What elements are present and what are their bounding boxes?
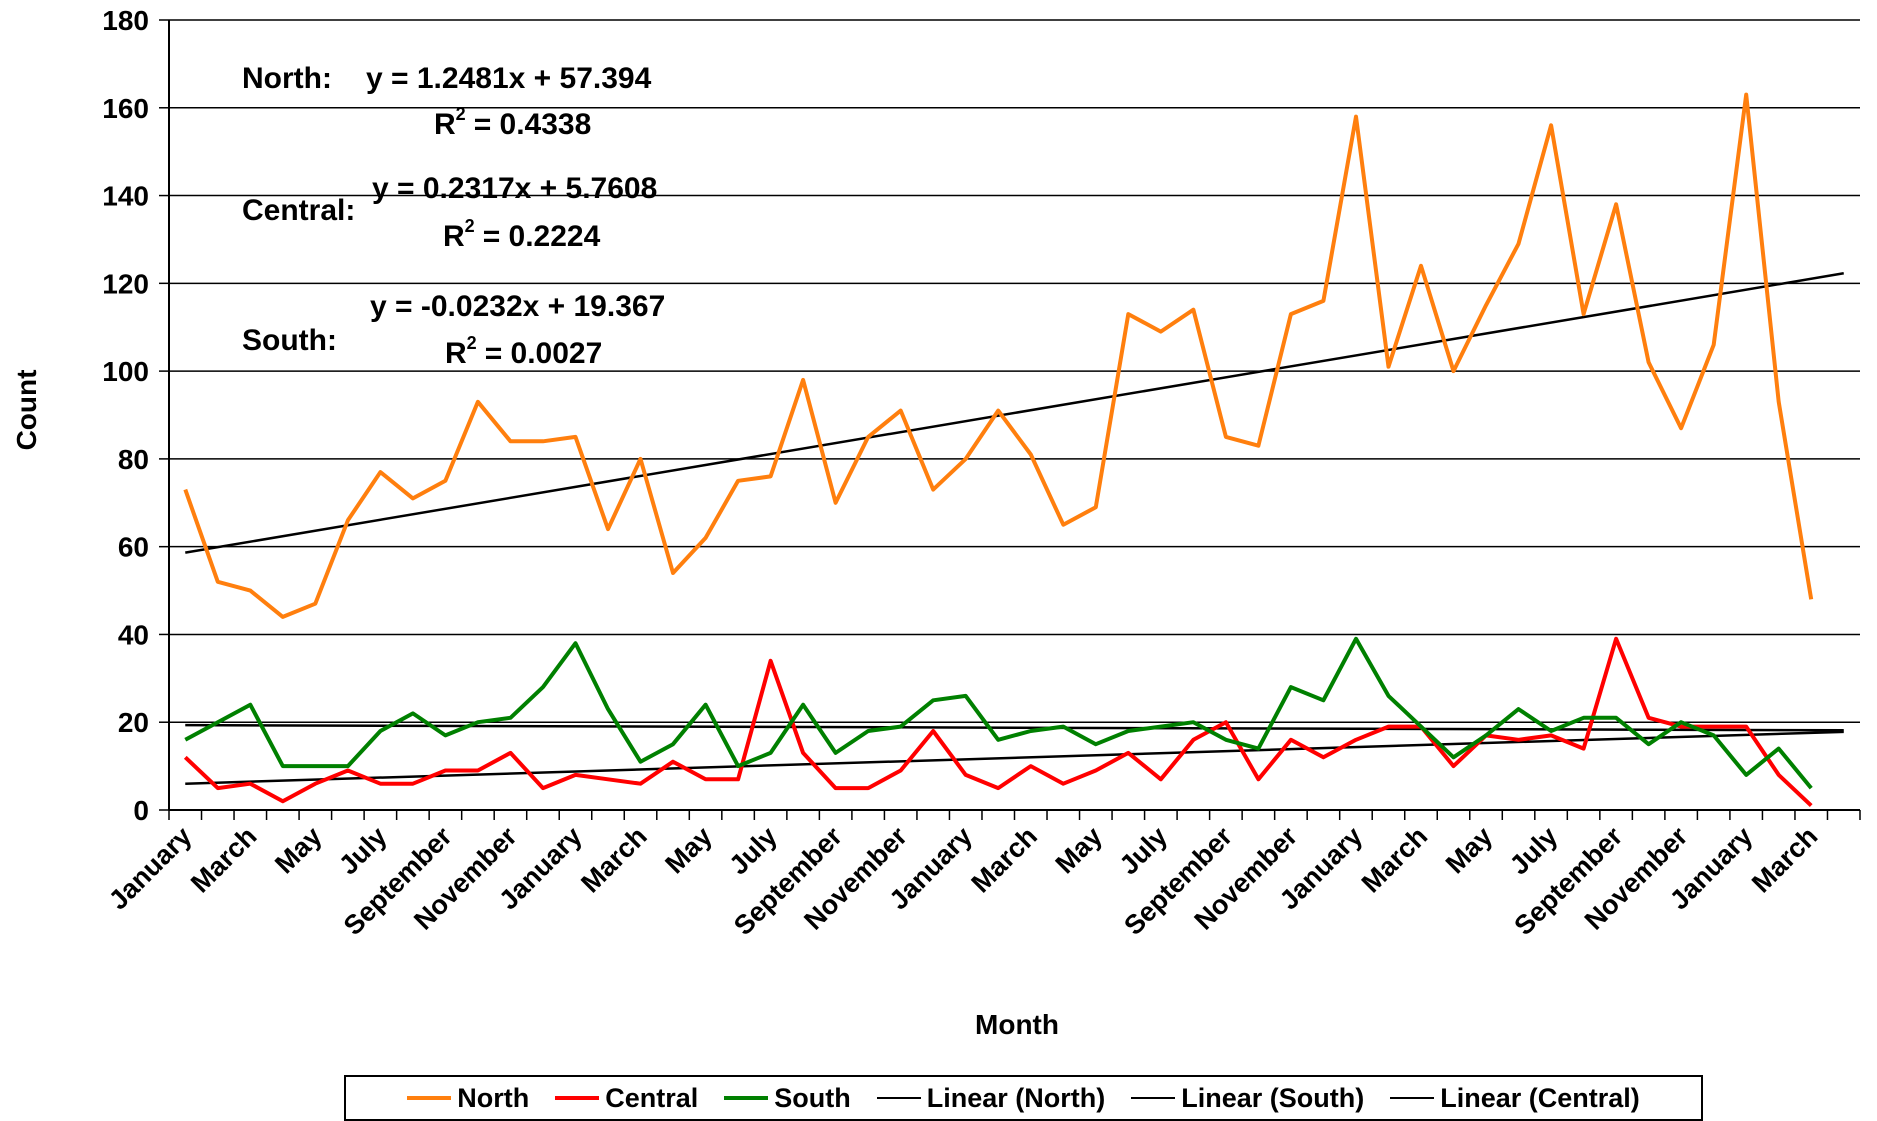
x-tick-label: March: [575, 821, 652, 898]
axes: [159, 19, 1861, 820]
series-line-north: [183, 92, 1814, 619]
legend-label-north: North: [457, 1082, 530, 1113]
x-tick-label: May: [1050, 821, 1108, 879]
x-tick-label: March: [966, 821, 1043, 898]
x-tick-label: May: [269, 821, 327, 879]
x-tick-label: March: [1356, 821, 1433, 898]
trendline-linear-south: [185, 723, 1844, 732]
legend: North Central South Linear (North) Linea…: [344, 1075, 1703, 1121]
annotation-north-equation: y = 1.2481x + 57.394: [366, 62, 652, 95]
legend-item-linear-south: Linear (South): [1131, 1083, 1364, 1114]
legend-item-linear-north: Linear (North): [876, 1082, 1106, 1114]
x-tick-label: January: [103, 821, 197, 915]
legend-item-central: Central: [555, 1083, 698, 1114]
legend-swatch-linear-central: [1390, 1097, 1435, 1099]
y-tick-label: 60: [118, 532, 149, 563]
x-tick-label: July: [1504, 821, 1563, 880]
x-tick-label: July: [333, 821, 392, 880]
annotation-south-label: South:: [242, 324, 337, 357]
legend-swatch-linear-south: [1131, 1097, 1176, 1099]
annotation-south-equation: y = -0.0232x + 19.367: [370, 290, 665, 323]
annotation-central-label: Central:: [242, 194, 355, 227]
legend-label-central: Central: [605, 1082, 699, 1113]
annotation-central-equation: y = 0.2317x + 5.7608: [372, 172, 657, 205]
legend-swatch-linear-north: [876, 1097, 921, 1099]
y-tick-label: 0: [133, 795, 149, 826]
x-tick-label: May: [1440, 821, 1498, 879]
x-axis-label: Month: [975, 1009, 1059, 1040]
trendline-linear-north: [185, 272, 1844, 554]
legend-item-south: South: [724, 1082, 851, 1114]
y-tick-labels: 0 20 40 60 80 100 120 140 160 180: [102, 5, 149, 826]
y-tick-label: 140: [102, 181, 149, 212]
annotation-south-r2: R2 = 0.0027: [445, 333, 602, 370]
annotation-central-r2: R2 = 0.2224: [443, 216, 601, 253]
legend-item-linear-central: Linear (Central): [1390, 1083, 1640, 1114]
y-tick-label: 20: [118, 707, 149, 738]
legend-label-linear-south: Linear (South): [1181, 1082, 1365, 1113]
legend-swatch-central: [555, 1096, 600, 1100]
x-tick-label: March: [1746, 821, 1823, 898]
legend-label-south: South: [774, 1082, 851, 1113]
series-line-central: [183, 636, 1813, 808]
legend-label-linear-north: Linear (North): [926, 1082, 1106, 1113]
x-tick-label: July: [1114, 821, 1173, 880]
y-axis-label: Count: [11, 370, 42, 451]
legend-swatch-south: [724, 1096, 769, 1100]
annotation-north-r2: R2 = 0.4338: [434, 104, 591, 141]
legend-item-north: North: [407, 1083, 529, 1114]
x-tick-label: May: [659, 821, 717, 879]
legend-swatch-north: [407, 1096, 452, 1100]
y-tick-label: 100: [102, 356, 149, 387]
series-line-south: [184, 636, 1813, 790]
x-tick-label: July: [723, 821, 782, 880]
y-tick-label: 180: [102, 5, 149, 36]
y-tick-label: 160: [102, 93, 149, 124]
y-tick-label: 40: [118, 619, 149, 650]
legend-label-linear-central: Linear (Central): [1440, 1082, 1640, 1113]
x-tick-label: March: [185, 821, 262, 898]
series-lines: [183, 92, 1814, 808]
y-tick-label: 80: [118, 444, 149, 475]
gridlines: [169, 19, 1860, 723]
annotation-north-label: North:: [242, 62, 332, 95]
y-tick-label: 120: [102, 268, 149, 299]
